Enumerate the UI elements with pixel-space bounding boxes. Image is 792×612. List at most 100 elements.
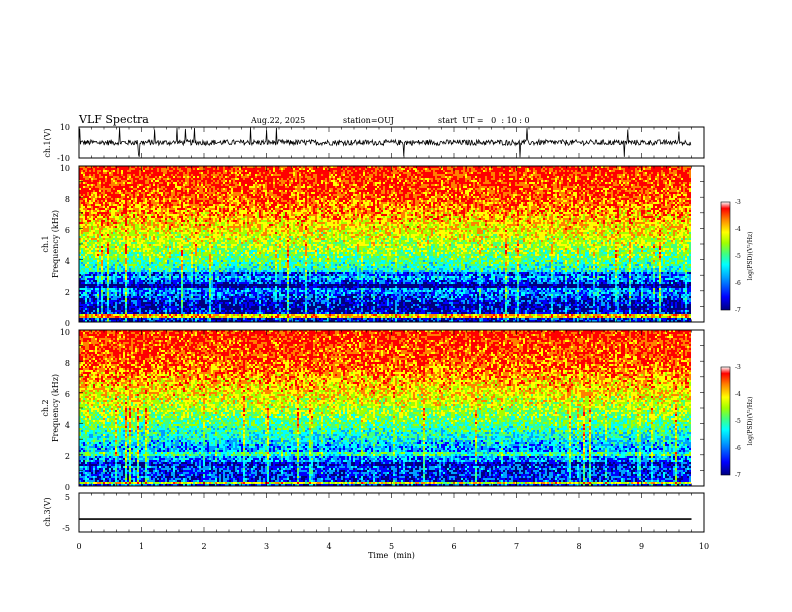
heatmap-cell (473, 318, 475, 320)
heatmap-cell (233, 316, 239, 318)
heatmap-cell (673, 282, 677, 284)
heatmap-cell (319, 292, 321, 294)
heatmap-cell (677, 310, 681, 312)
heatmap-cell (103, 294, 107, 296)
heatmap-cell (319, 308, 327, 310)
heatmap-cell (261, 300, 263, 302)
heatmap-cell (591, 286, 593, 288)
heatmap-cell (121, 316, 123, 318)
heatmap-cell (557, 320, 559, 322)
heatmap-cell (389, 314, 391, 316)
heatmap-cell (609, 284, 611, 286)
heatmap-cell (123, 294, 125, 296)
heatmap-cell (253, 294, 257, 296)
heatmap-cell (585, 286, 591, 288)
heatmap-cell (137, 288, 139, 290)
heatmap-cell (427, 316, 429, 318)
heatmap-cell (407, 278, 411, 280)
heatmap-cell (461, 290, 463, 292)
heatmap-cell (439, 300, 443, 302)
heatmap-cell (561, 320, 565, 322)
heatmap-cell (513, 316, 515, 318)
heatmap-cell (473, 284, 479, 286)
heatmap-cell (93, 292, 97, 294)
heatmap-cell (585, 276, 589, 278)
heatmap-cell (163, 276, 165, 278)
heatmap-cell (499, 304, 503, 306)
heatmap-cell (439, 304, 441, 306)
heatmap-cell (97, 316, 101, 318)
heatmap-cell (559, 278, 561, 280)
heatmap-cell (161, 282, 163, 284)
heatmap-cell (629, 312, 631, 314)
heatmap-cell (389, 294, 391, 296)
heatmap-cell (363, 292, 365, 294)
heatmap-cell (89, 286, 95, 288)
heatmap-cell (373, 282, 375, 284)
heatmap-cell (437, 284, 439, 286)
heatmap-cell (567, 290, 569, 292)
ch1-ytick-top: 10 (60, 123, 70, 132)
heatmap-cell (373, 280, 375, 282)
heatmap-cell (281, 290, 283, 292)
heatmap-cell (277, 292, 279, 294)
heatmap-cell (535, 292, 539, 294)
heatmap-cell (183, 308, 185, 310)
heatmap-cell (109, 302, 113, 304)
heatmap-cell (591, 300, 593, 302)
heatmap-cell (311, 276, 313, 278)
heatmap-cell (295, 304, 297, 306)
heatmap-cell (219, 306, 221, 308)
heatmap-cell (519, 310, 521, 312)
ch1-waveform-trace (78, 127, 692, 158)
heatmap-cell (545, 314, 549, 316)
heatmap-cell (509, 290, 511, 292)
heatmap-cell (291, 276, 293, 278)
heatmap-cell (617, 292, 619, 294)
heatmap-cell (395, 276, 397, 278)
heatmap-cell (135, 320, 137, 322)
heatmap-cell (599, 306, 601, 308)
heatmap-cell (153, 286, 155, 288)
heatmap-cell (277, 318, 281, 320)
heatmap-cell (103, 278, 105, 280)
heatmap-cell (141, 292, 145, 294)
heatmap-cell (431, 296, 433, 298)
heatmap-cell (597, 292, 599, 294)
heatmap-cell (501, 292, 503, 294)
heatmap-cell (227, 290, 229, 292)
heatmap-cell (507, 294, 515, 296)
heatmap-cell (663, 290, 665, 292)
heatmap-cell (499, 294, 501, 296)
heatmap-cell (669, 290, 671, 292)
heatmap-cell (543, 316, 545, 318)
heatmap-cell (185, 308, 189, 310)
heatmap-cell (569, 318, 573, 320)
heatmap-cell (149, 290, 151, 292)
heatmap-cell (445, 290, 447, 292)
heatmap-cell (593, 288, 595, 290)
heatmap-cell (103, 298, 107, 300)
heatmap-cell (453, 318, 457, 320)
heatmap-cell (593, 306, 597, 308)
heatmap-cell (613, 280, 615, 282)
heatmap-cell (371, 290, 373, 292)
heatmap-cell (221, 296, 223, 298)
heatmap-cell (199, 276, 201, 278)
heatmap-cell (315, 304, 325, 306)
heatmap-cell (597, 300, 599, 302)
heatmap-cell (385, 296, 387, 298)
heatmap-cell (373, 312, 377, 314)
heatmap-cell (215, 282, 223, 284)
heatmap-cell (579, 298, 581, 300)
heatmap-cell (147, 298, 149, 300)
heatmap-cell (79, 280, 85, 282)
heatmap-cell (607, 300, 611, 302)
heatmap-cell (221, 276, 223, 278)
heatmap-cell (87, 278, 95, 280)
heatmap-cell (619, 304, 621, 306)
heatmap-cell (177, 318, 179, 320)
heatmap-cell (283, 306, 287, 308)
heatmap-cell (579, 304, 581, 306)
heatmap-cell (171, 282, 173, 284)
